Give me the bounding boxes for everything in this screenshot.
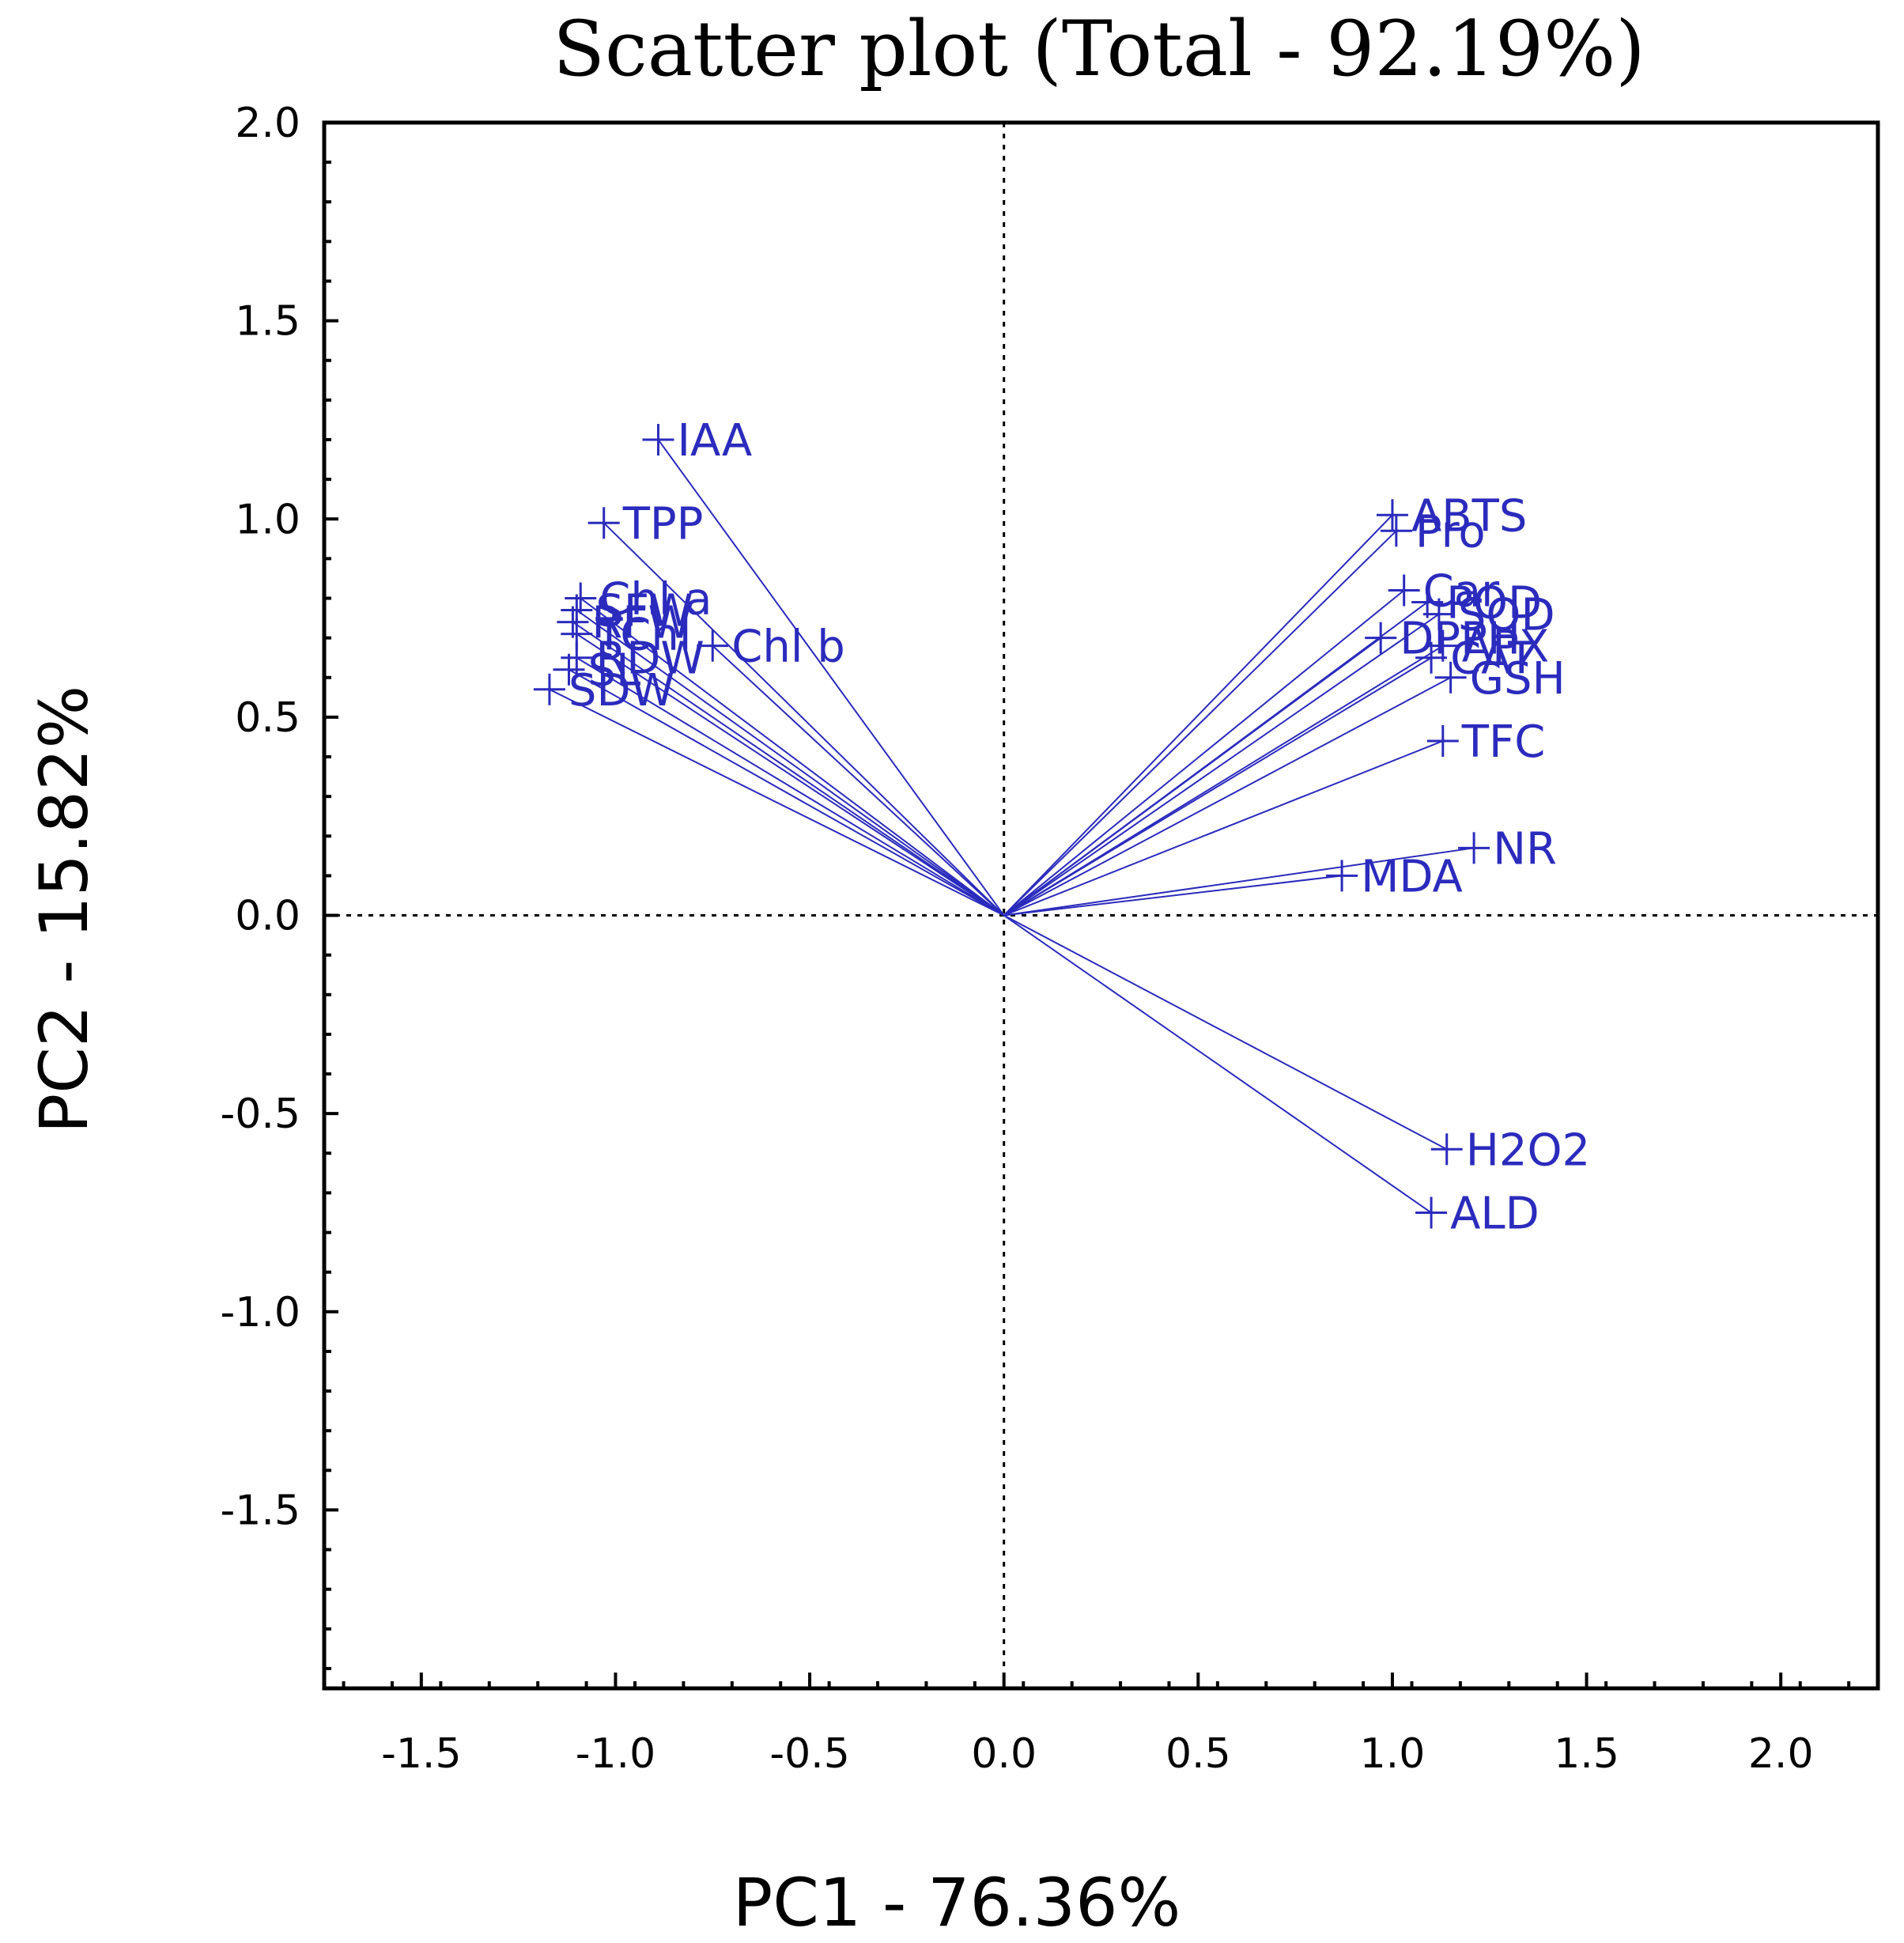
x-tick-label: 0.0 [971,1730,1037,1778]
vector-h2o2 [1003,914,1448,1151]
point-label-car: Car [1423,565,1500,617]
y-tick-label: -0.5 [221,1091,300,1138]
vector-mda [1003,875,1343,917]
vector-rdw [576,656,1005,917]
marker-rdw [561,641,593,674]
marker-mda [1326,860,1358,892]
marker-sod [1422,598,1455,630]
vector-dpph [1003,637,1381,917]
point-markers [533,424,1490,1229]
vector-pro [1003,530,1397,917]
x-axis-label: PC1 - 76.36% [733,1864,1181,1941]
y-tick-label: -1.0 [221,1289,300,1336]
point-label-apx: APX [1462,622,1549,673]
vector-sl [568,668,1005,917]
point-label-chl-b: Chl b [731,622,845,673]
point-label-pro: Pro [1415,506,1486,558]
point-label-rdw: RDW [595,633,704,685]
y-axis: -1.5 -1.0 -0.5 0.0 0.5 1.0 1.5 2.0 [221,100,338,1670]
x-tick-label: 0.5 [1165,1730,1231,1778]
point-label-iaa: IAA [677,415,752,467]
point-label-gsh: GSH [1470,653,1566,705]
point-label-tfc: TFC [1461,716,1546,768]
point-label-ald: ALD [1450,1188,1539,1239]
vector-car [1003,589,1405,917]
marker-sdw [533,673,565,705]
point-label-tchl: TChl [595,610,691,661]
marker-nr [1458,832,1490,864]
marker-ald [1415,1196,1448,1229]
point-label-pod: POD [1446,578,1542,629]
vector-tchl [576,633,1005,917]
marker-sl [553,653,585,686]
point-label-h2o2: H2O2 [1466,1125,1590,1176]
vector-gsh [1003,676,1452,917]
vector-sod [1003,613,1440,917]
point-label-tpp: TPP [622,498,704,550]
marker-h2o2 [1430,1133,1463,1166]
point-label-sod: SOD [1458,590,1555,641]
marker-iaa [642,424,674,456]
y-tick-label: -1.5 [221,1487,300,1534]
vector-iaa [657,439,1005,917]
marker-abts [1376,499,1408,531]
plot-area [322,120,1880,1691]
marker-chl-a [565,582,597,614]
marker-cat [1415,641,1448,674]
vector-cat [1003,656,1432,917]
point-label-sdw: SDW [569,665,674,716]
y-tick-label: 1.5 [235,298,300,346]
vector-rfw [572,621,1005,917]
vector-chl-b [712,645,1005,917]
point-label-sl: SL [587,645,640,697]
marker-tpp [587,507,620,539]
marker-tfc [1426,724,1459,757]
x-tick-label: 2.0 [1748,1730,1814,1778]
point-label-nr: NR [1493,823,1557,875]
x-axis: -1.5 -1.0 -0.5 0.0 0.5 1.0 1.5 2.0 [342,1673,1851,1778]
vector-abts [1003,514,1393,917]
plot-frame [322,120,1880,1691]
vector-chl-a [580,597,1005,917]
y-tick-label: 2.0 [235,100,300,147]
chart-title: Scatter plot (Total - 92.19%) [553,5,1645,93]
marker-rfw [557,606,589,638]
y-tick-label: 0.0 [235,893,300,940]
marker-dpph [1365,622,1397,654]
vector-ald [1003,914,1432,1214]
vector-sfw [576,609,1005,917]
x-tick-label: 1.0 [1360,1730,1426,1778]
point-label-chl-a: Chl a [599,574,712,626]
vector-tpp [603,522,1005,917]
vector-nr [1003,847,1475,917]
marker-gsh [1434,661,1467,694]
point-label-dpph: DPPH [1400,614,1521,665]
y-tick-label: 1.0 [235,496,300,543]
vector-sdw [549,688,1005,917]
vector-tfc [1003,740,1444,917]
point-label-rfw: RFW [591,598,692,649]
y-tick-label: 0.5 [235,694,300,742]
marker-car [1388,574,1420,607]
point-label-sfw: SFW [595,586,693,637]
point-label-abts: ABTS [1411,490,1527,542]
y-axis-label: PC2 - 15.82% [25,686,103,1134]
x-tick-label: 1.5 [1554,1730,1619,1778]
x-tick-label: -1.0 [576,1730,655,1778]
x-tick-label: -0.5 [769,1730,849,1778]
point-label-mda: MDA [1361,851,1463,902]
point-label-cat: CAT [1450,633,1536,685]
loading-vectors [549,439,1475,1214]
marker-pro [1380,515,1412,547]
marker-chl-b [697,629,729,662]
x-tick-label: -1.5 [381,1730,461,1778]
